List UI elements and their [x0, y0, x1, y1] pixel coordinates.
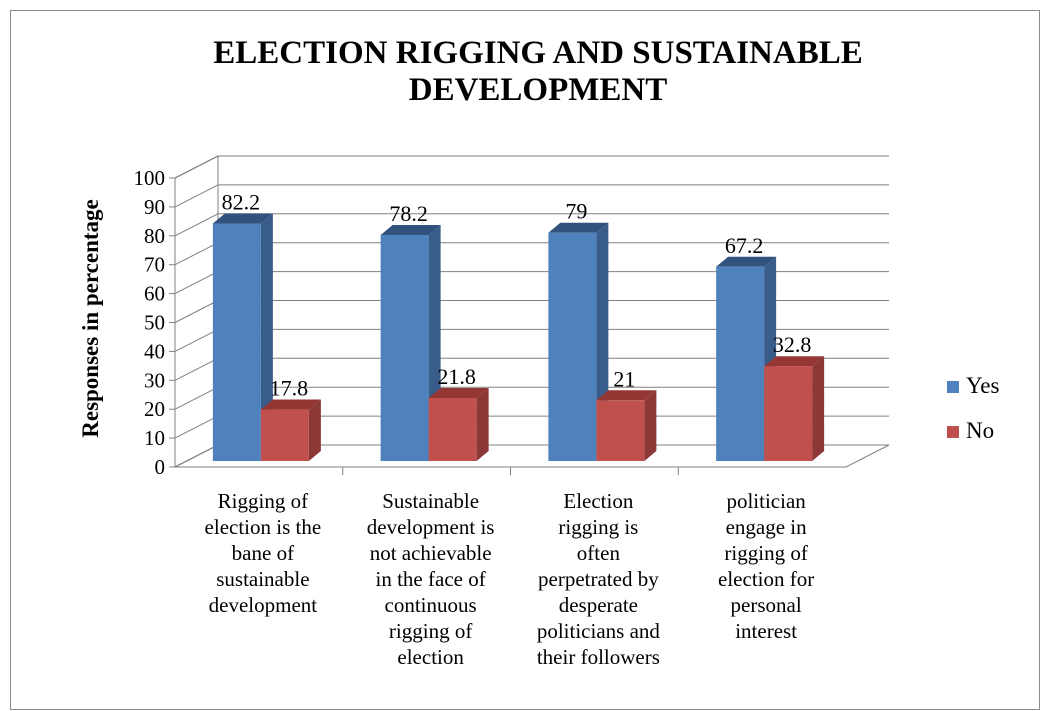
category-label-line: development is [367, 515, 495, 539]
category-label-line: politician [726, 489, 806, 513]
y-tick-label: 50 [144, 311, 165, 335]
category-label-line: election [397, 645, 464, 669]
category-label-line: rigging is [558, 515, 638, 539]
legend: Yes No [947, 373, 1000, 443]
data-label-yes: 82.2 [222, 189, 261, 214]
bar-top-no [596, 390, 657, 401]
category-label-line: development [209, 593, 318, 617]
bar-no [596, 400, 645, 461]
bars [212, 213, 825, 461]
bar-top-no [428, 387, 489, 398]
category-label-line: Sustainable [382, 489, 479, 513]
gridline-depth [174, 213, 219, 237]
legend-item-yes: Yes [947, 373, 1000, 398]
y-axis-ticks: 0 10 20 30 40 50 60 70 80 90 100 [134, 166, 176, 479]
bar-top-yes [212, 213, 273, 224]
bar-top-no [764, 356, 825, 367]
chart-title: ELECTION RIGGING AND SUSTAINABLEDEVELOPM… [213, 35, 862, 108]
bar-top-yes [380, 225, 441, 236]
gridline-depth [174, 415, 219, 439]
data-label-no: 17.8 [270, 376, 309, 401]
gridline-depth [174, 328, 219, 352]
chart-frame: ELECTION RIGGING AND SUSTAINABLE DEVELOPM… [10, 10, 1040, 710]
y-tick-label: 40 [144, 339, 165, 363]
chart-svg: ELECTION RIGGING AND SUSTAINABLEDEVELOPM… [78, 35, 1000, 669]
bar-yes [380, 235, 429, 461]
bar-side-no [476, 387, 489, 461]
bar-side-yes [260, 213, 273, 461]
gridline-depth [174, 242, 219, 266]
y-tick-label: 30 [144, 368, 165, 392]
data-label-no: 32.8 [773, 332, 812, 357]
gridline-depth [174, 300, 219, 323]
category-label-line: election is the [205, 515, 322, 539]
category-label-line: interest [735, 619, 797, 643]
y-tick-label: 10 [144, 426, 165, 450]
y-tick-label: 90 [144, 195, 165, 219]
category-label-line: rigging of [389, 619, 472, 643]
category-label-line: not achievable [370, 541, 492, 565]
gridline-depth [174, 271, 219, 295]
bar-no [428, 397, 477, 461]
category-label-line: their followers [537, 645, 660, 669]
legend-label-no: No [966, 418, 994, 443]
y-tick-label: 80 [144, 224, 165, 248]
bar-yes [548, 232, 597, 461]
bar-top-no [260, 399, 321, 410]
category-label-line: continuous [385, 593, 477, 617]
y-tick-label: 60 [144, 282, 165, 306]
category-label-line: Rigging of [218, 489, 308, 513]
bar-yes [212, 223, 261, 461]
chart-title-line: DEVELOPMENT [409, 72, 668, 108]
legend-label-yes: Yes [966, 373, 1000, 398]
bar-side-no [308, 399, 321, 461]
y-axis-label: Responses in percentage [78, 199, 103, 438]
category-label-line: often [577, 541, 621, 565]
category-label-line: engage in [726, 515, 808, 539]
bar-no [260, 409, 309, 461]
category-label-line: bane of [232, 541, 294, 565]
data-label-yes: 67.2 [725, 233, 764, 258]
y-axis-title: Responses in percentage [78, 199, 103, 438]
category-label-line: rigging of [724, 541, 807, 565]
gridline-depth [174, 357, 219, 381]
category-label-line: personal [731, 593, 802, 617]
bar-top-yes [548, 222, 609, 233]
gridline-depth [174, 444, 219, 468]
gridline-depth [174, 386, 219, 410]
data-label-no: 21.8 [437, 364, 476, 389]
y-tick-label: 20 [144, 397, 165, 421]
gridline-depth [174, 155, 219, 179]
category-label-line: election for [718, 567, 814, 591]
chart-title-line: ELECTION RIGGING AND SUSTAINABLE [213, 35, 862, 71]
category-label-line: in the face of [376, 567, 486, 591]
category-label-line: sustainable [216, 567, 309, 591]
data-label-no: 21 [613, 366, 635, 391]
bar-yes [716, 266, 765, 461]
bar-top-yes [716, 256, 777, 267]
bar-side-no [644, 390, 657, 461]
category-label-line: perpetrated by [538, 567, 659, 591]
legend-swatch-no [947, 426, 959, 438]
data-labels: 82.2 17.8 78.2 21.8 79 21 67.2 32.8 [222, 189, 812, 400]
gridline-depth [174, 184, 219, 208]
category-label-line: politicians and [537, 619, 661, 643]
y-tick-label: 0 [155, 455, 166, 479]
data-label-yes: 79 [565, 199, 587, 224]
data-label-yes: 78.2 [389, 201, 428, 226]
category-label-line: desperate [559, 593, 638, 617]
category-label-line: Election [563, 489, 633, 513]
legend-item-no: No [947, 418, 994, 443]
bar-side-no [812, 356, 825, 461]
legend-swatch-yes [947, 381, 959, 393]
bar-no [764, 366, 813, 461]
y-tick-label: 70 [144, 253, 165, 277]
y-tick-label: 100 [134, 166, 166, 190]
